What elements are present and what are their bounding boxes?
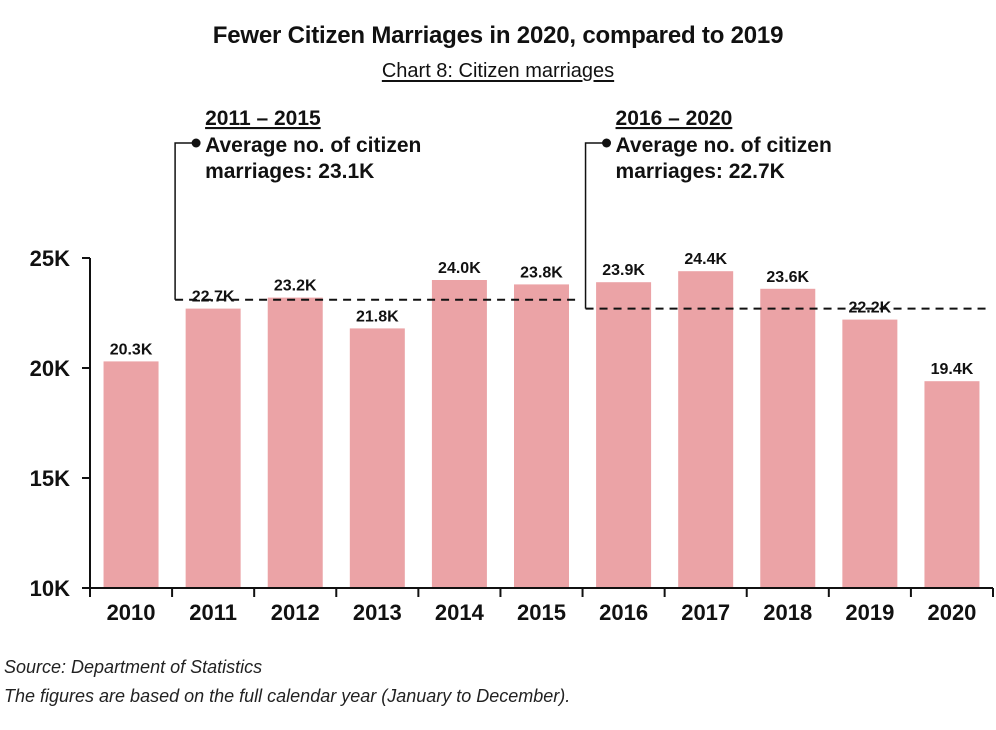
data-label-2020: 19.4K — [931, 361, 974, 378]
bar-2017 — [678, 271, 734, 588]
annotation-1-line2: marriages: 23.1K — [205, 160, 374, 183]
chart-subtitle-text: Chart 8: Citizen marriages — [381, 60, 615, 82]
bar-2016 — [596, 282, 652, 588]
axes-group: 10K 15K 20K 25K 2010 2011 2012 2013 2014 2015 2016… — [30, 246, 994, 625]
bar-2018 — [760, 288, 816, 588]
bar-2013 — [349, 328, 405, 588]
annotation-1-dot — [191, 138, 201, 148]
value-labels-group: 20.3K 22.7K 23.2K 21.8K 24.0K 23.8K 23.9K 24.4K… — [110, 251, 974, 378]
x-tick-label-2017: 2017 — [681, 600, 730, 625]
data-label-2013: 21.8K — [356, 308, 399, 325]
x-tick-label-2019: 2019 — [845, 600, 894, 625]
x-tick-label-2018: 2018 — [763, 600, 812, 625]
footnote: The figures are based on the full calend… — [4, 686, 571, 706]
bar-2020 — [924, 381, 980, 588]
annotations-group: 2011 – 2015 Average no. of citizen marriag… — [174, 107, 832, 309]
data-label-2018: 23.6K — [766, 269, 809, 286]
data-label-2016: 23.9K — [602, 262, 645, 279]
x-tick-label-2020: 2020 — [927, 600, 976, 625]
y-tick-label-25: 25K — [30, 246, 70, 271]
x-tick-label-2013: 2013 — [353, 600, 402, 625]
x-tick-label-2010: 2010 — [107, 600, 156, 625]
chart-subtitle: Chart 8: Citizen marriages — [0, 60, 996, 83]
data-label-2015: 23.8K — [520, 264, 563, 281]
annotation-1-period: 2011 – 2015 — [205, 107, 321, 130]
bar-2014 — [431, 280, 487, 588]
x-tick-label-2012: 2012 — [271, 600, 320, 625]
bar-2012 — [267, 297, 323, 588]
annotation-2-line1: Average no. of citizen — [616, 134, 832, 157]
x-tick-label-2014: 2014 — [435, 600, 485, 625]
annotation-2-line2: marriages: 22.7K — [616, 160, 785, 183]
data-label-2017: 24.4K — [684, 251, 727, 268]
annotation-2-dot — [602, 138, 612, 148]
bar-2010 — [103, 361, 159, 588]
bars-group — [103, 271, 980, 588]
y-tick-label-10: 10K — [30, 576, 70, 601]
chart-title: Fewer Citizen Marriages in 2020, compare… — [212, 22, 784, 49]
annotation-2-bracket — [584, 142, 607, 309]
data-label-2012: 23.2K — [274, 278, 317, 295]
bar-2015 — [514, 284, 569, 588]
annotation-2-period: 2016 – 2020 — [616, 107, 733, 130]
x-tick-label-2011: 2011 — [189, 600, 237, 625]
source-note: Source: Department of Statistics — [4, 657, 263, 677]
data-label-2010: 20.3K — [110, 341, 153, 358]
bar-2019 — [842, 319, 898, 588]
y-tick-label-20: 20K — [30, 356, 70, 381]
y-tick-label-15: 15K — [30, 466, 70, 491]
annotation-1-line1: Average no. of citizen — [205, 134, 421, 157]
average-lines-group — [175, 298, 990, 310]
data-label-2014: 24.0K — [438, 260, 481, 277]
x-tick-label-2016: 2016 — [599, 600, 648, 625]
bar-2011 — [185, 308, 241, 588]
x-tick-label-2015: 2015 — [517, 600, 566, 625]
data-label-2011: 22.7K — [192, 289, 235, 306]
bar-chart: 20.3K 22.7K 23.2K 21.8K 24.0K 23.8K 23.9K 24.4K… — [30, 107, 994, 625]
annotation-1-bracket — [174, 142, 197, 300]
